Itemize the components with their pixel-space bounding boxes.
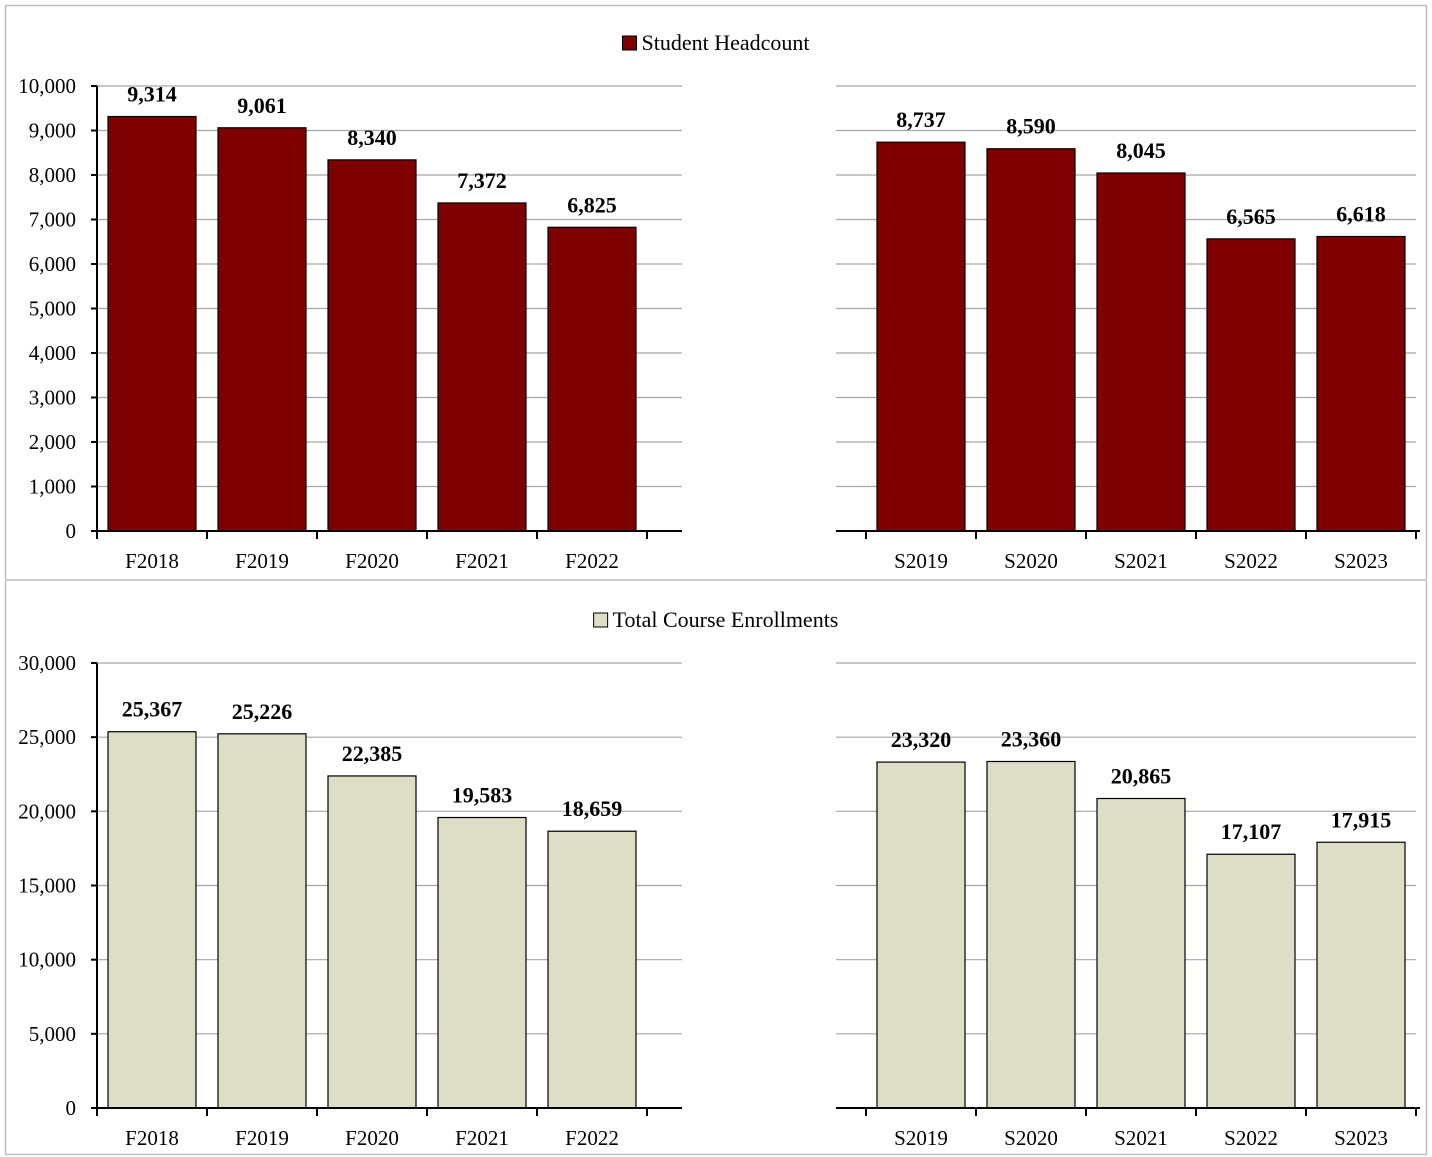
enrollments-value-label: 25,367	[122, 697, 183, 722]
enrollments-value-label: 18,659	[562, 796, 623, 821]
enrollments-bar-f2019	[217, 733, 307, 1109]
enrollments-x-tick-label: F2021	[455, 1126, 509, 1150]
enrollments-value-label: 23,360	[1001, 726, 1062, 751]
headcount-bar-s2021	[1096, 172, 1186, 532]
headcount-y-tick-label: 5,000	[29, 297, 76, 321]
enrollments-bar-s2021	[1096, 797, 1186, 1109]
headcount-x-tick-label: S2021	[1114, 549, 1168, 573]
headcount-legend-label: Student Headcount	[641, 30, 809, 55]
enrollments-legend-label: Total Course Enrollments	[613, 607, 839, 632]
headcount-x-tick-label: F2020	[345, 549, 399, 573]
headcount-bar-s2020	[986, 148, 1076, 532]
headcount-y-tick-label: 8,000	[29, 163, 76, 187]
enrollments-x-tick-label: S2023	[1334, 1126, 1388, 1150]
enrollments-x-tick-label: S2021	[1114, 1126, 1168, 1150]
headcount-x-tick-label: S2023	[1334, 549, 1388, 573]
enrollments-value-label: 20,865	[1111, 764, 1172, 789]
enrollments-value-label: 17,107	[1221, 819, 1282, 844]
enrollments-bar-f2018	[107, 731, 197, 1109]
enrollments-x-tick-label: S2022	[1224, 1126, 1278, 1150]
headcount-y-tick-label: 2,000	[29, 430, 76, 454]
enrollments-x-tick-label: S2020	[1004, 1126, 1058, 1150]
headcount-y-tick-label: 10,000	[18, 74, 76, 98]
enrollments-y-tick-label: 25,000	[18, 725, 76, 749]
headcount-value-label: 6,618	[1336, 201, 1386, 226]
enrollments-value-label: 17,915	[1331, 807, 1392, 832]
headcount-bar-f2021	[437, 202, 527, 532]
headcount-value-label: 6,825	[567, 192, 617, 217]
headcount-x-tick-label: S2020	[1004, 549, 1058, 573]
enrollments-legend-swatch	[593, 612, 609, 628]
headcount-value-label: 8,045	[1116, 138, 1166, 163]
enrollments-value-label: 22,385	[342, 741, 403, 766]
enrollments-value-label: 25,226	[232, 699, 293, 724]
headcount-x-tick-label: S2022	[1224, 549, 1278, 573]
headcount-y-tick-label: 3,000	[29, 386, 76, 410]
headcount-y-tick-label: 9,000	[29, 119, 76, 143]
enrollments-y-tick-label: 0	[66, 1096, 77, 1120]
headcount-value-label: 6,565	[1226, 204, 1276, 229]
headcount-bar-f2020	[327, 159, 417, 532]
headcount-x-tick-label: S2019	[894, 549, 948, 573]
enrollments-bar-s2022	[1206, 853, 1296, 1109]
headcount-x-tick-label: F2019	[235, 549, 289, 573]
enrollments-bar-s2023	[1316, 841, 1406, 1109]
headcount-legend-swatch	[621, 35, 637, 51]
enrollments-bar-s2019	[876, 761, 966, 1109]
enrollments-x-tick-label: S2019	[894, 1126, 948, 1150]
enrollments-y-tick-label: 15,000	[18, 874, 76, 898]
headcount-y-tick-label: 4,000	[29, 341, 76, 365]
headcount-x-tick-label: F2022	[565, 549, 619, 573]
headcount-y-tick-label: 6,000	[29, 252, 76, 276]
enrollments-y-tick-label: 10,000	[18, 948, 76, 972]
enrollments-value-label: 23,320	[891, 727, 952, 752]
headcount-value-label: 8,340	[347, 125, 397, 150]
enrollments-y-tick-label: 20,000	[18, 799, 76, 823]
headcount-bar-s2022	[1206, 238, 1296, 532]
headcount-value-label: 9,061	[237, 93, 287, 118]
headcount-bar-f2018	[107, 115, 197, 532]
enrollments-value-label: 19,583	[452, 783, 513, 808]
headcount-x-tick-label: F2018	[125, 549, 179, 573]
enrollments-bar-f2022	[547, 830, 637, 1109]
headcount-value-label: 8,590	[1006, 114, 1056, 139]
enrollments-x-tick-label: F2019	[235, 1126, 289, 1150]
headcount-bar-f2022	[547, 226, 637, 532]
headcount-bar-f2019	[217, 127, 307, 532]
headcount-y-tick-label: 0	[66, 519, 77, 543]
headcount-value-label: 7,372	[457, 168, 507, 193]
headcount-y-tick-label: 1,000	[29, 475, 76, 499]
enrollments-x-tick-label: F2022	[565, 1126, 619, 1150]
enrollments-y-tick-label: 30,000	[18, 651, 76, 675]
enrollments-bar-f2021	[437, 816, 527, 1109]
enrollments-bar-s2020	[986, 760, 1076, 1109]
headcount-x-tick-label: F2021	[455, 549, 509, 573]
enrollments-x-tick-label: F2018	[125, 1126, 179, 1150]
headcount-value-label: 8,737	[896, 107, 946, 132]
headcount-value-label: 9,314	[127, 82, 177, 107]
headcount-y-tick-label: 7,000	[29, 208, 76, 232]
enrollments-bar-f2020	[327, 775, 417, 1109]
headcount-bar-s2019	[876, 141, 966, 532]
enrollments-x-tick-label: F2020	[345, 1126, 399, 1150]
enrollments-y-tick-label: 5,000	[29, 1022, 76, 1046]
headcount-bar-s2023	[1316, 235, 1406, 532]
